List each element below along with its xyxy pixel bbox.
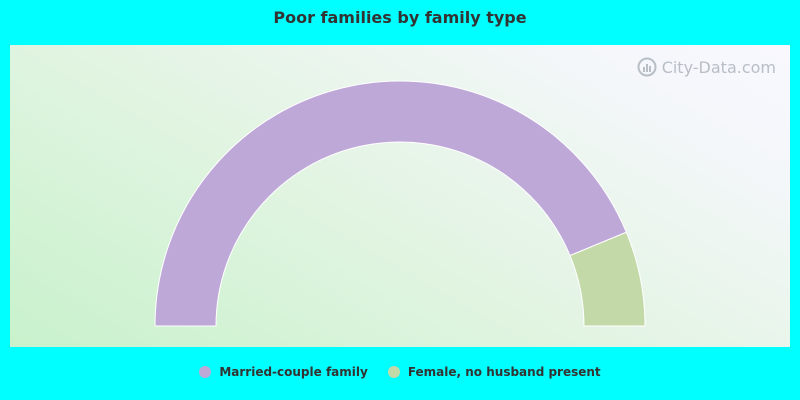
legend: Married-couple family Female, no husband … xyxy=(0,364,800,380)
donut-slice-1[interactable] xyxy=(154,80,628,327)
city-data-logo-icon xyxy=(637,57,657,77)
watermark: City-Data.com xyxy=(637,56,776,78)
chart-title: Poor families by family type xyxy=(273,8,527,27)
legend-swatch xyxy=(387,366,400,378)
watermark-text: City-Data.com xyxy=(661,57,776,77)
legend-label: Female, no husband present xyxy=(407,365,601,379)
legend-label: Married-couple family xyxy=(219,365,368,379)
donut-slice-2[interactable] xyxy=(569,231,646,327)
legend-swatch xyxy=(199,366,212,378)
legend-item-2[interactable]: Female, no husband present xyxy=(387,364,601,380)
legend-item-1[interactable]: Married-couple family xyxy=(199,364,368,380)
